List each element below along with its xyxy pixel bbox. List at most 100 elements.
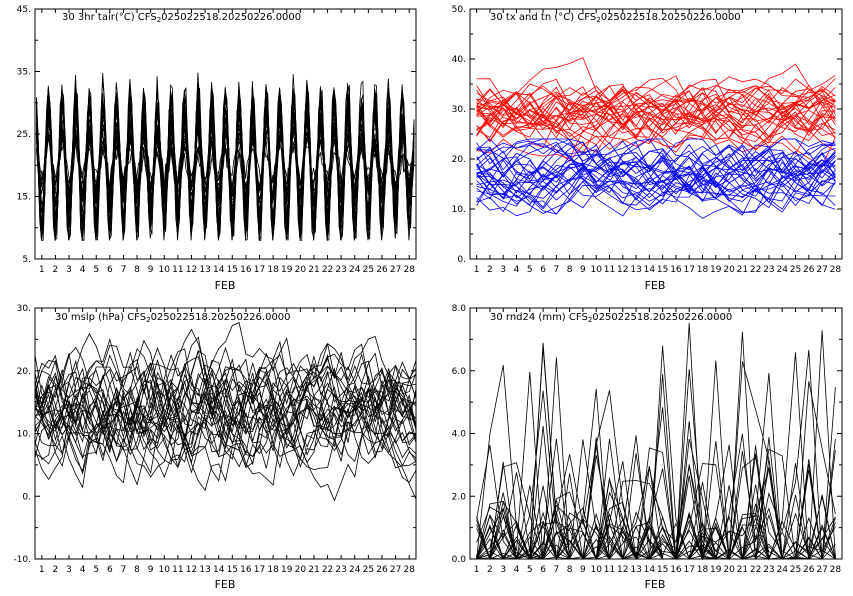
- x-tick-label: 6: [540, 265, 546, 275]
- y-tick-label: 2.0: [452, 492, 467, 502]
- x-tick-label: 2: [53, 265, 59, 275]
- ensemble-member-line: [34, 362, 417, 467]
- ensemble-member-line: [476, 85, 836, 139]
- y-tick-label: 20.: [452, 155, 466, 165]
- title-suffix: 025022518.20250226.0000: [161, 12, 301, 23]
- y-tick-label: 40.: [452, 55, 466, 65]
- x-tick-label: 26: [803, 265, 815, 275]
- x-tick-label: 28: [830, 265, 842, 275]
- y-tick-label: 45.: [17, 5, 31, 15]
- x-tick-label: 13: [630, 265, 641, 275]
- x-tick-label: 22: [750, 265, 761, 275]
- ensemble-member-line: [476, 149, 836, 214]
- x-tick-label: 5: [93, 265, 99, 275]
- x-axis-label: FEB: [645, 279, 666, 292]
- series-group: [34, 321, 417, 502]
- tick-group: 1 2 3 4 5 6 7 8 9 10 11 12 13 14 15 16 17 18 19 20 21 22 23 24 2…: [452, 5, 842, 275]
- y-tick-label: 8.0: [452, 304, 467, 314]
- x-tick-label: 18: [267, 265, 279, 275]
- x-tick-label: 4: [514, 565, 520, 575]
- ensemble-member-line: [476, 74, 836, 144]
- ensemble-member-line: [476, 456, 836, 560]
- x-tick-label: 1: [39, 265, 45, 275]
- ensemble-member-line: [476, 330, 836, 560]
- x-tick-label: 23: [335, 265, 346, 275]
- plot-frame: [469, 307, 843, 560]
- x-tick-label: 24: [776, 265, 788, 275]
- panel-3hr-tair: 1 2 3 4 5 6 7 8 9 10 11 12 13 14 15 16 17 18 19 20 21 22 23 24 2…: [17, 5, 417, 292]
- x-tick-label: 4: [514, 265, 520, 275]
- y-tick-label: 5.: [22, 255, 31, 265]
- ensemble-member-line: [476, 138, 836, 217]
- x-tick-label: 13: [199, 265, 210, 275]
- x-tick-label: 28: [403, 265, 415, 275]
- x-tick-label: 24: [776, 565, 788, 575]
- x-tick-label: 7: [553, 565, 559, 575]
- x-tick-label: 2: [487, 565, 493, 575]
- x-tick-label: 15: [227, 565, 238, 575]
- ensemble-member-line: [476, 145, 836, 199]
- x-tick-label: 16: [240, 265, 252, 275]
- series-group: [476, 57, 836, 219]
- x-tick-label: 21: [308, 565, 319, 575]
- y-tick-label: 4.0: [452, 430, 467, 440]
- title-suffix: 025022518.20250226.0000: [592, 312, 732, 323]
- ensemble-member-line: [476, 480, 836, 561]
- x-tick-label: 18: [697, 265, 709, 275]
- x-tick-label: 17: [683, 265, 694, 275]
- x-tick-label: 17: [254, 565, 265, 575]
- tick-group: 1 2 3 4 5 6 7 8 9 10 11 12 13 14 15 16 17 18 19 20 21 22 23 24 2…: [452, 304, 842, 575]
- title-text: 30 mslp (hPa) CFS: [55, 312, 146, 323]
- x-tick-label: 3: [500, 265, 506, 275]
- x-tick-label: 3: [66, 265, 72, 275]
- x-tick-label: 3: [500, 565, 506, 575]
- x-tick-label: 2: [487, 265, 493, 275]
- x-tick-label: 13: [630, 565, 641, 575]
- ensemble-member-line: [34, 393, 417, 502]
- x-tick-label: 25: [363, 265, 374, 275]
- x-tick-label: 15: [227, 265, 238, 275]
- ensemble-member-line: [476, 421, 836, 561]
- ensemble-member-line: [476, 89, 836, 129]
- x-tick-label: 22: [322, 265, 333, 275]
- ensemble-member-line: [34, 367, 417, 449]
- x-tick-label: 9: [580, 565, 586, 575]
- x-tick-label: 11: [172, 265, 183, 275]
- x-tick-label: 1: [474, 265, 480, 275]
- y-tick-label: 6.0: [452, 367, 467, 377]
- title-suffix: 025022518.20250226.0000: [151, 312, 291, 323]
- panel-title: 30 mslp (hPa) CFS2025022518.20250226.000…: [55, 312, 291, 324]
- x-tick-label: 11: [604, 565, 615, 575]
- x-tick-label: 16: [670, 565, 682, 575]
- x-tick-label: 12: [186, 565, 197, 575]
- x-axis-label: FEB: [215, 279, 236, 292]
- x-tick-label: 23: [763, 265, 774, 275]
- ensemble-member-line: [476, 87, 836, 145]
- ensemble-member-line: [34, 366, 417, 481]
- ensemble-member-line: [36, 96, 415, 241]
- x-tick-label: 19: [710, 565, 722, 575]
- x-tick-label: 8: [134, 565, 140, 575]
- x-tick-label: 19: [710, 265, 722, 275]
- x-tick-label: 16: [670, 265, 682, 275]
- x-tick-label: 15: [657, 565, 668, 575]
- x-tick-label: 22: [322, 565, 333, 575]
- ensemble-member-line: [34, 335, 417, 445]
- x-tick-label: 26: [376, 565, 388, 575]
- ensemble-member-line: [34, 346, 417, 449]
- x-tick-label: 2: [53, 565, 59, 575]
- ensemble-member-line: [476, 138, 836, 200]
- x-tick-label: 7: [121, 565, 127, 575]
- x-tick-label: 23: [763, 565, 774, 575]
- x-tick-label: 19: [281, 565, 293, 575]
- x-tick-label: 10: [159, 265, 171, 275]
- ensemble-member-line: [476, 141, 836, 207]
- x-tick-label: 8: [567, 265, 573, 275]
- ensemble-member-line: [34, 343, 417, 446]
- x-tick-label: 23: [335, 565, 346, 575]
- ensemble-member-line: [476, 93, 836, 150]
- ensemble-member-line: [476, 485, 836, 560]
- plot-frame: [469, 8, 843, 260]
- panel-title: 30 tx and tn (°C) CFS2025022518.20250226…: [490, 12, 741, 24]
- y-tick-label: 30.: [452, 105, 466, 115]
